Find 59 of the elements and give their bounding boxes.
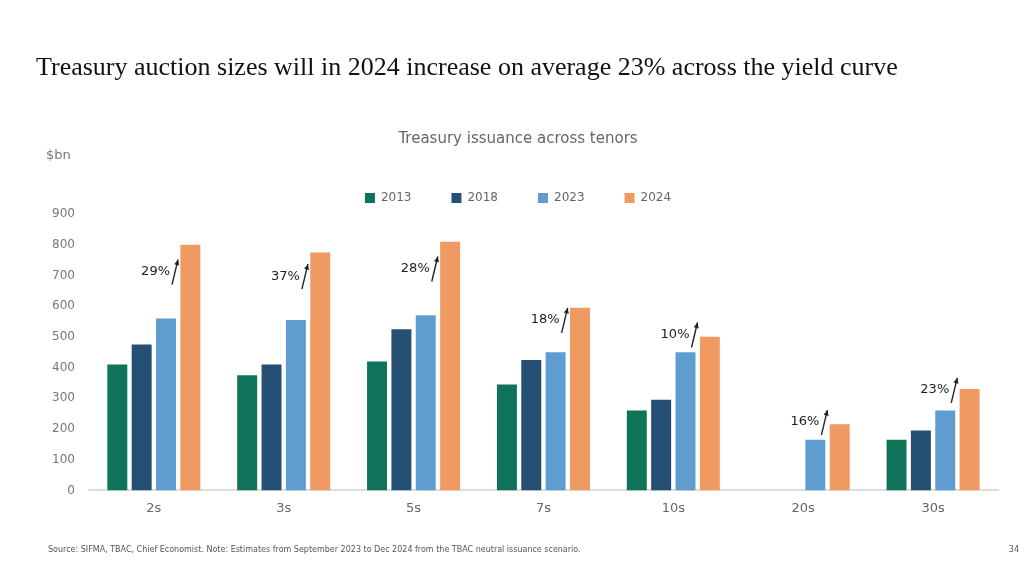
bar bbox=[107, 364, 128, 491]
bar bbox=[569, 307, 590, 491]
x-tick-label: 2s bbox=[146, 499, 162, 515]
x-tick-label: 3s bbox=[276, 499, 292, 515]
bar bbox=[521, 359, 542, 491]
bar bbox=[310, 252, 331, 491]
y-tick-label: 400 bbox=[52, 359, 75, 374]
y-tick-label: 200 bbox=[52, 421, 75, 436]
chart-title: Treasury auction sizes will in 2024 increase on average 23% across the yield curve bbox=[36, 52, 898, 82]
bar bbox=[959, 389, 980, 491]
bar bbox=[261, 364, 282, 491]
bar bbox=[935, 410, 956, 491]
bar bbox=[886, 439, 907, 491]
x-tick-label: 10s bbox=[661, 499, 686, 515]
bar bbox=[496, 384, 517, 491]
y-tick-label: 600 bbox=[52, 298, 75, 313]
bar bbox=[626, 410, 647, 491]
annotation: 37% bbox=[270, 267, 300, 283]
bar bbox=[675, 352, 696, 491]
bar bbox=[651, 399, 672, 491]
annotation: 18% bbox=[530, 311, 560, 327]
bar bbox=[367, 361, 388, 491]
bar bbox=[440, 241, 461, 491]
x-tick-label: 5s bbox=[406, 499, 422, 515]
bar bbox=[180, 244, 201, 491]
y-axis-title: $bn bbox=[46, 147, 71, 163]
source-note: Source: SIFMA, TBAC, Chief Economist. Note: Estimates from September 2023 to Dec 2024 from the TBAC neutral issuance scenario. bbox=[48, 545, 581, 554]
annotation: 29% bbox=[141, 262, 171, 278]
x-tick-label: 20s bbox=[791, 499, 816, 515]
bar bbox=[285, 319, 306, 491]
bar bbox=[391, 329, 412, 491]
bar bbox=[910, 430, 931, 491]
y-tick-label: 900 bbox=[52, 206, 75, 221]
bar bbox=[156, 318, 176, 491]
y-tick-label: 100 bbox=[52, 451, 75, 466]
bar bbox=[805, 439, 826, 491]
y-tick-label: 0 bbox=[67, 482, 75, 497]
y-tick-label: 500 bbox=[52, 328, 75, 343]
text: 34 bbox=[1008, 545, 1019, 554]
bar bbox=[131, 344, 152, 491]
y-tick-label: 800 bbox=[52, 236, 75, 251]
chart-subtitle: Treasury issuance across tenors bbox=[397, 128, 638, 147]
x-tick-label: 30s bbox=[921, 499, 945, 515]
annotation: 16% bbox=[790, 413, 820, 429]
bar bbox=[545, 352, 566, 491]
bar bbox=[829, 424, 850, 491]
bar bbox=[415, 315, 436, 491]
y-tick-label: 300 bbox=[52, 390, 75, 405]
bar bbox=[237, 375, 258, 491]
x-tick-label: 7s bbox=[535, 499, 552, 515]
legend-label: 2024 bbox=[640, 190, 672, 205]
annotation: 10% bbox=[660, 325, 690, 341]
annotation: 28% bbox=[400, 259, 430, 275]
legend-label: 2018 bbox=[467, 190, 499, 205]
bar bbox=[699, 336, 720, 491]
legend-label: 2013 bbox=[380, 190, 412, 205]
annotation: 23% bbox=[920, 381, 950, 397]
legend-label: 2023 bbox=[554, 190, 585, 205]
y-tick-label: 700 bbox=[52, 267, 75, 282]
